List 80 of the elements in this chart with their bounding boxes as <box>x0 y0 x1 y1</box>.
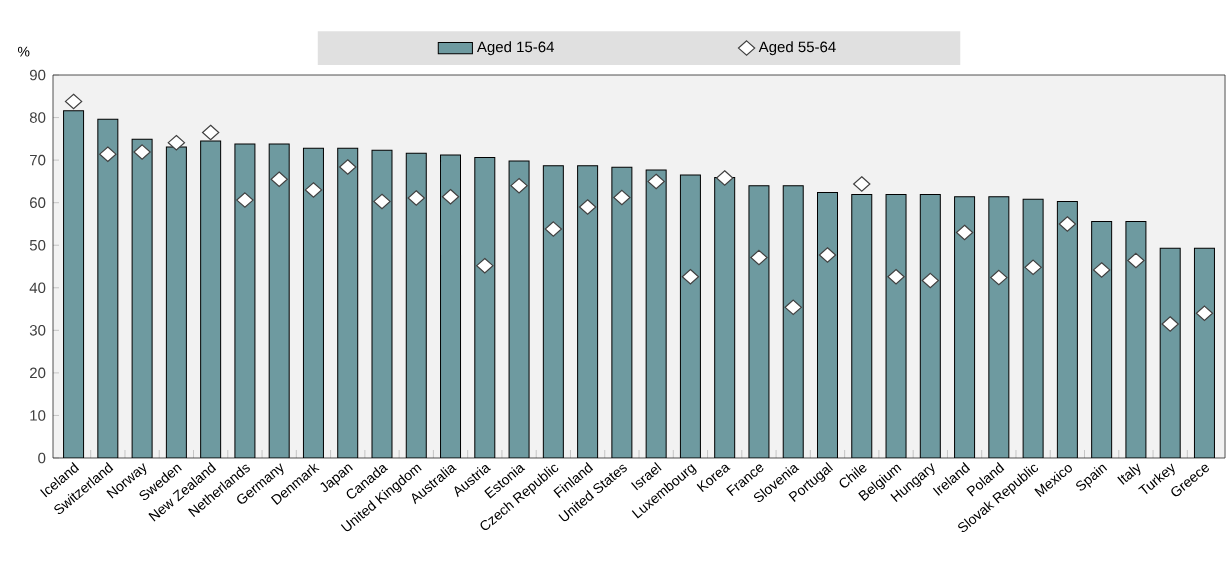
bar <box>200 140 221 458</box>
bar <box>851 194 872 458</box>
bar <box>474 157 495 458</box>
y-tick-label: 60 <box>30 197 46 208</box>
bar <box>234 143 255 458</box>
point <box>887 268 905 285</box>
bar <box>166 146 187 458</box>
point <box>304 182 323 198</box>
bar <box>1057 201 1078 458</box>
y-tick-label: 50 <box>29 239 46 251</box>
y-tick-label: 0 <box>38 452 46 464</box>
y-tick-label: 30 <box>29 325 46 336</box>
bar <box>440 155 461 458</box>
bar <box>1023 199 1044 458</box>
bar <box>372 150 392 458</box>
point <box>853 176 871 192</box>
y-axis-title: % <box>17 46 30 57</box>
point <box>510 177 528 194</box>
bar <box>132 139 153 458</box>
point <box>407 190 425 206</box>
bar <box>1193 247 1215 458</box>
point <box>64 93 83 110</box>
point <box>921 272 940 289</box>
legend-label: Aged 15-64 <box>476 41 555 56</box>
y-tick-label: 40 <box>29 282 46 294</box>
bar <box>611 167 632 458</box>
bar <box>817 192 838 458</box>
bar <box>543 165 564 458</box>
bar <box>269 143 290 458</box>
y-tick-label: 70 <box>30 154 46 166</box>
point <box>476 257 494 274</box>
point <box>373 193 391 210</box>
bar <box>748 185 769 458</box>
point <box>681 268 700 285</box>
bar <box>509 160 530 458</box>
point <box>236 192 254 208</box>
bar <box>97 119 118 458</box>
point <box>613 189 631 206</box>
bar <box>646 169 667 458</box>
point <box>339 159 357 175</box>
point <box>201 124 220 141</box>
y-tick-label: 80 <box>29 112 46 123</box>
bar <box>714 177 735 458</box>
point <box>1127 252 1145 269</box>
bar <box>954 196 975 458</box>
bar <box>303 148 324 458</box>
point <box>647 173 665 190</box>
bar <box>577 165 598 458</box>
bar <box>1091 221 1112 458</box>
point <box>578 199 597 215</box>
legend-label: Aged 55-64 <box>758 41 836 56</box>
bar <box>1125 221 1146 458</box>
bar <box>406 153 427 458</box>
point <box>1092 262 1111 278</box>
bar <box>63 110 84 458</box>
point <box>955 224 974 241</box>
bar <box>680 175 701 458</box>
point <box>784 299 802 316</box>
y-tick-label: 10 <box>30 410 46 421</box>
point <box>544 221 563 237</box>
bar <box>1160 248 1181 458</box>
point <box>715 170 734 186</box>
y-tick-label: 20 <box>30 367 46 379</box>
point <box>1058 216 1077 232</box>
point <box>167 134 186 151</box>
point <box>990 269 1008 286</box>
point <box>750 249 768 266</box>
point <box>99 146 117 162</box>
bar <box>783 185 804 458</box>
point <box>1161 316 1179 332</box>
bar <box>886 194 907 458</box>
bar <box>337 148 358 458</box>
point <box>441 188 460 205</box>
bar <box>920 194 941 458</box>
point <box>133 144 151 160</box>
bar <box>988 196 1009 458</box>
point <box>1024 259 1042 276</box>
y-tick-label: 90 <box>29 69 46 81</box>
point <box>270 171 288 188</box>
point <box>818 247 837 263</box>
